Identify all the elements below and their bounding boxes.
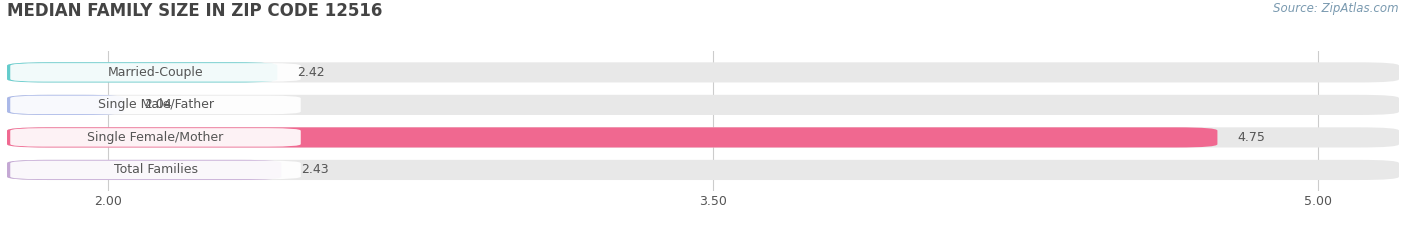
FancyBboxPatch shape [10, 63, 301, 82]
Text: 4.75: 4.75 [1237, 131, 1265, 144]
FancyBboxPatch shape [7, 160, 1399, 180]
FancyBboxPatch shape [7, 95, 124, 115]
Text: Married-Couple: Married-Couple [108, 66, 204, 79]
FancyBboxPatch shape [7, 62, 277, 82]
Text: MEDIAN FAMILY SIZE IN ZIP CODE 12516: MEDIAN FAMILY SIZE IN ZIP CODE 12516 [7, 2, 382, 20]
Text: 2.43: 2.43 [301, 163, 329, 176]
Text: 2.42: 2.42 [298, 66, 325, 79]
Text: Single Male/Father: Single Male/Father [97, 98, 214, 111]
FancyBboxPatch shape [7, 95, 1399, 115]
FancyBboxPatch shape [10, 96, 301, 114]
Text: 2.04: 2.04 [145, 98, 172, 111]
Text: Single Female/Mother: Single Female/Mother [87, 131, 224, 144]
FancyBboxPatch shape [7, 62, 1399, 82]
Text: Total Families: Total Families [114, 163, 197, 176]
Text: Source: ZipAtlas.com: Source: ZipAtlas.com [1274, 2, 1399, 15]
FancyBboxPatch shape [10, 128, 301, 147]
FancyBboxPatch shape [7, 127, 1399, 147]
FancyBboxPatch shape [7, 160, 281, 180]
FancyBboxPatch shape [7, 127, 1218, 147]
FancyBboxPatch shape [10, 161, 301, 179]
